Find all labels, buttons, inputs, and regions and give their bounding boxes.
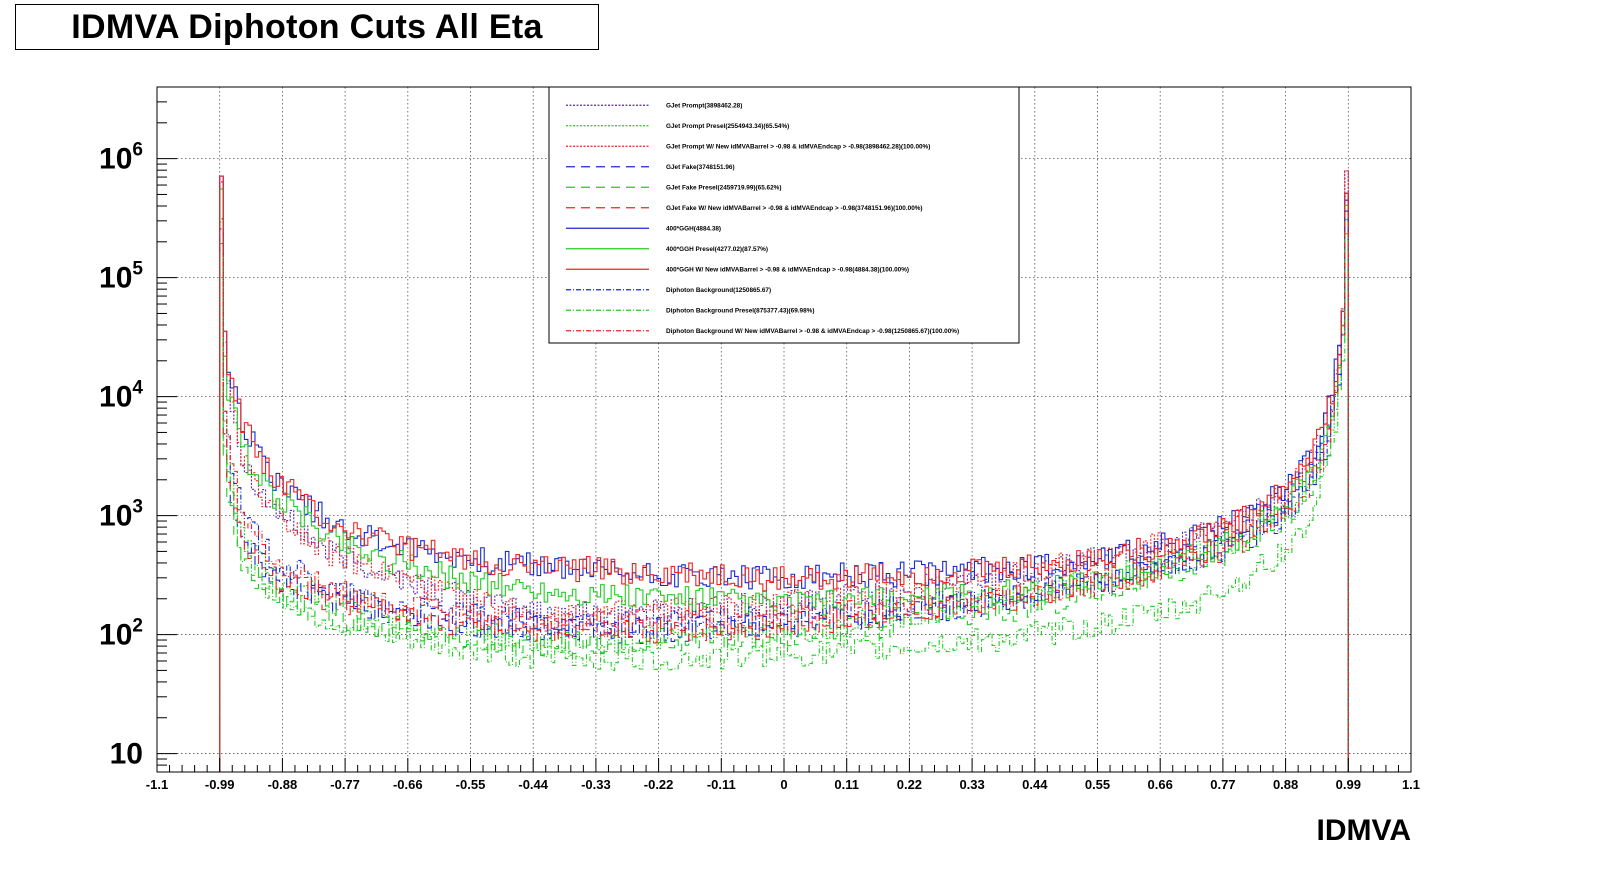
y-tick-label: 103	[99, 497, 143, 533]
series-line	[219, 210, 1349, 772]
legend-entry: GJet Prompt W/ New idMVABarrel > -0.98 &…	[666, 144, 930, 151]
y-tick-label: 105	[99, 259, 143, 295]
series-line	[219, 233, 1349, 772]
x-tick-label: -0.55	[456, 777, 486, 792]
legend-entry: Diphoton Background(1250865.67)	[666, 287, 771, 294]
x-tick-label: 0.88	[1273, 777, 1298, 792]
x-axis-label: IDMVA	[1317, 814, 1411, 847]
series-line	[219, 199, 1349, 772]
x-tick-label: -0.66	[393, 777, 423, 792]
x-tick-label: -1.1	[146, 777, 168, 792]
legend-entry: 400*GGH(4884.38)	[666, 226, 721, 233]
x-tick-label: 0.99	[1336, 777, 1361, 792]
axes: -1.1 -0.99 -0.88 -0.77 -0.66 -0.55 -0.44 -0.33 -…	[99, 101, 1420, 792]
chart-title-box: IDMVA Diphoton Cuts All Eta	[15, 4, 599, 50]
y-tick-label: 10	[110, 738, 143, 771]
series-line	[219, 170, 1349, 772]
y-tick-label: 104	[99, 378, 143, 414]
x-tick-label: 0.44	[1022, 777, 1048, 792]
legend-entry: GJet Fake W/ New idMVABarrel > -0.98 & i…	[666, 205, 923, 212]
x-tick-label: -0.77	[330, 777, 360, 792]
x-tick-label: 0.33	[959, 777, 984, 792]
x-tick-label: 0.55	[1085, 777, 1110, 792]
legend-box	[548, 86, 1020, 344]
x-tick-label: 0	[780, 777, 787, 792]
legend-entry: Diphoton Background Presel(875377.43)(69…	[666, 308, 814, 315]
legend-entry: GJet Fake Presel(2459719.99)(65.62%)	[666, 185, 781, 192]
x-tick-label: 0.11	[834, 777, 859, 792]
x-tick-label: -0.44	[518, 777, 548, 792]
legend-entry: 400*GGH W/ New idMVABarrel > -0.98 & idM…	[666, 267, 909, 274]
y-tick-label: 106	[99, 140, 143, 176]
x-tick-label: 1.1	[1402, 777, 1420, 792]
grid-lines	[157, 87, 1411, 772]
x-tick-label: -0.11	[707, 777, 736, 792]
x-tick-label: 0.66	[1148, 777, 1173, 792]
legend-entry: GJet Prompt(3898462.28)	[666, 103, 742, 110]
x-tick-label: -0.99	[205, 777, 235, 792]
legend-entry: GJet Prompt Presel(2554943.34)(65.54%)	[666, 123, 789, 130]
y-tick-label: 102	[99, 616, 143, 652]
legend-entry: GJet Fake(3748151.96)	[666, 164, 735, 171]
x-tick-label: 0.77	[1210, 777, 1235, 792]
chart-title: IDMVA Diphoton Cuts All Eta	[71, 7, 543, 46]
legend-entry: Diphoton Background W/ New idMVABarrel >…	[666, 328, 959, 335]
x-tick-label: -0.22	[644, 777, 674, 792]
series-line	[219, 175, 1349, 772]
series-group	[219, 170, 1349, 772]
series-line	[219, 188, 1349, 772]
legend: GJet Prompt(3898462.28) GJet Prompt Prese…	[548, 86, 1020, 344]
series-line	[219, 210, 1349, 772]
x-tick-label: -0.33	[581, 777, 611, 792]
legend-entry: 400*GGH Presel(4277.02)(87.57%)	[666, 246, 768, 253]
x-tick-label: -0.88	[268, 777, 298, 792]
x-tick-label: 0.22	[897, 777, 922, 792]
